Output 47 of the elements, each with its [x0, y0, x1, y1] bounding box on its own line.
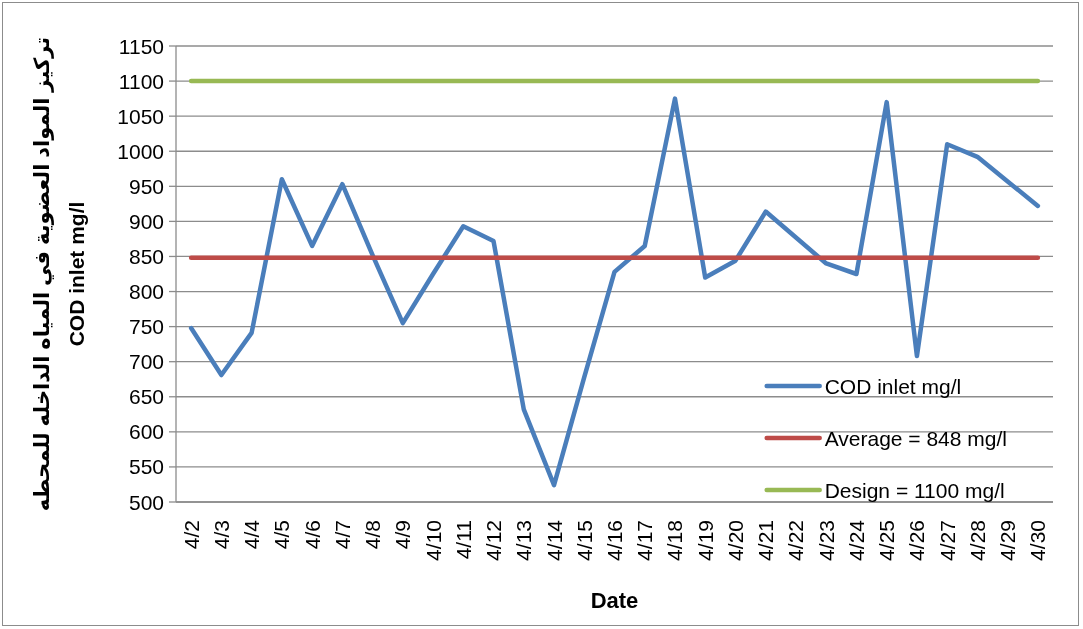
y-tick-label: 750	[128, 315, 164, 339]
y-tick-label: 800	[128, 280, 164, 304]
x-tick-label: 4/4	[240, 519, 264, 550]
x-tick-label: 4/7	[330, 520, 354, 550]
x-tick-label: 4/16	[603, 520, 626, 561]
y-tick-label: 500	[128, 490, 164, 514]
x-tick-label: 4/18	[663, 520, 687, 561]
x-tick-label: 4/24	[844, 519, 868, 561]
x-tick-label: 4/12	[482, 520, 506, 561]
y-tick-label: 950	[128, 174, 164, 198]
x-tick-label: 4/20	[723, 520, 747, 561]
x-tick-label: 4/17	[633, 520, 657, 561]
x-tick-label: 4/15	[572, 520, 596, 561]
x-tick-label: 4/5	[270, 520, 294, 550]
x-tick-label: 4/30	[1026, 520, 1050, 561]
x-tick-label: 4/14	[542, 519, 566, 561]
x-tick-label: 4/6	[300, 520, 324, 550]
x-tick-label: 4/2	[179, 520, 203, 550]
y-tick-label: 1100	[118, 69, 164, 93]
y-tick-label: 1000	[117, 139, 164, 163]
x-tick-label: 4/10	[421, 520, 445, 561]
x-tick-label: 4/28	[965, 520, 989, 561]
x-tick-label: 4/21	[754, 520, 778, 561]
x-tick-label: 4/3	[209, 520, 233, 550]
y-tick-label: 650	[128, 385, 164, 409]
legend-label: Average = 848 mg/l	[824, 426, 1007, 450]
x-tick-label: 4/29	[996, 520, 1020, 561]
x-tick-label: 4/19	[693, 520, 717, 561]
y-tick-label: 1050	[117, 104, 164, 128]
legend-label: COD inlet mg/l	[824, 374, 962, 398]
y-tick-label: 850	[128, 244, 164, 268]
x-tick-label: 4/27	[935, 520, 959, 561]
xlabel: Date	[590, 587, 639, 613]
y-tick-label: 1150	[118, 34, 164, 58]
x-tick-label: 4/25	[875, 520, 899, 561]
y-tick-label: 700	[128, 350, 164, 374]
x-tick-label: 4/11	[451, 520, 475, 560]
x-tick-label: 4/8	[361, 520, 385, 550]
x-tick-label: 4/22	[784, 520, 808, 561]
x-tick-label: 4/23	[814, 520, 838, 561]
legend-label: Design = 1100 mg/l	[824, 478, 1005, 502]
x-tick-label: 4/26	[905, 520, 929, 561]
y-tick-label: 900	[128, 209, 164, 233]
y-tick-label: 550	[128, 455, 164, 479]
x-tick-label: 4/13	[512, 520, 536, 561]
x-tick-label: 4/9	[391, 520, 415, 550]
y-tick-label: 600	[128, 420, 164, 444]
